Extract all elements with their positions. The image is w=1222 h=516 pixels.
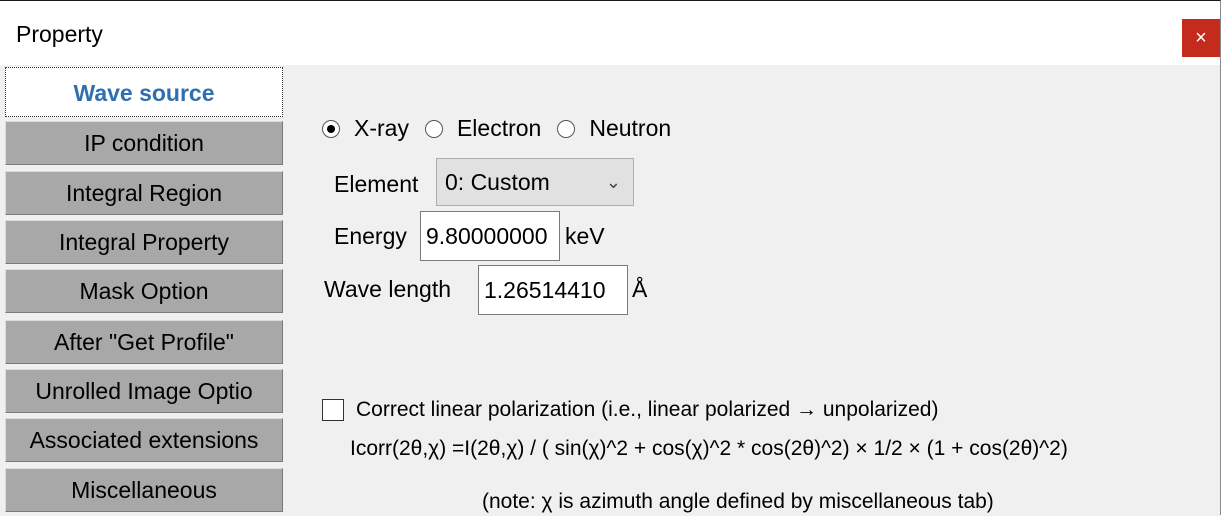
wavelength-field[interactable]: 1.26514410	[478, 265, 628, 315]
element-select-value: 0: Custom	[445, 169, 550, 195]
tab-wave-source[interactable]: Wave source	[5, 67, 283, 117]
electron-radio-label[interactable]: Electron	[456, 115, 542, 141]
tab-associated-extensions[interactable]: Associated extensions	[5, 418, 283, 462]
element-select[interactable]: 0: Custom ⌄	[436, 158, 634, 206]
property-panel: Wave source IP condition Integral Region…	[0, 65, 1220, 516]
neutron-radio-label[interactable]: Neutron	[589, 115, 672, 141]
tab-integral-property[interactable]: Integral Property	[5, 220, 283, 264]
wave-source-page: X-ray Electron Neutron Element 0: Custom…	[300, 65, 1220, 516]
wavelength-label: Wave length	[324, 276, 451, 302]
azimuth-note: (note: χ is azimuth angle defined by mis…	[482, 490, 994, 513]
close-button[interactable]: ×	[1182, 19, 1220, 57]
tab-after-get-profile[interactable]: After "Get Profile"	[5, 320, 283, 364]
tab-unrolled-image-option[interactable]: Unrolled Image Optio	[5, 369, 283, 413]
title-bar: Property ×	[0, 1, 1220, 65]
element-label: Element	[334, 171, 419, 197]
energy-unit: keV	[565, 223, 605, 249]
polarization-formula: Icorr(2θ,χ) =I(2θ,χ) / ( sin(χ)^2 + cos(…	[350, 437, 1068, 460]
chevron-down-icon: ⌄	[605, 172, 621, 192]
energy-label: Energy	[334, 223, 407, 249]
tab-integral-region[interactable]: Integral Region	[5, 171, 283, 215]
polarization-checkbox[interactable]	[322, 399, 344, 421]
neutron-radio[interactable]	[557, 119, 576, 138]
tab-ip-condition[interactable]: IP condition	[5, 121, 283, 165]
wavelength-unit: Å	[632, 276, 648, 302]
tab-miscellaneous[interactable]: Miscellaneous	[5, 468, 283, 512]
xray-radio-label[interactable]: X-ray	[354, 115, 409, 141]
energy-field[interactable]: 9.80000000	[420, 211, 560, 261]
xray-radio[interactable]	[322, 119, 340, 138]
window-title: Property	[16, 21, 103, 47]
electron-radio[interactable]	[424, 119, 443, 138]
tab-mask-option[interactable]: Mask Option	[5, 269, 283, 313]
polarization-checkbox-label[interactable]: Correct linear polarization (i.e., linea…	[356, 398, 939, 421]
radiation-type-group: X-ray Electron Neutron	[322, 115, 687, 142]
